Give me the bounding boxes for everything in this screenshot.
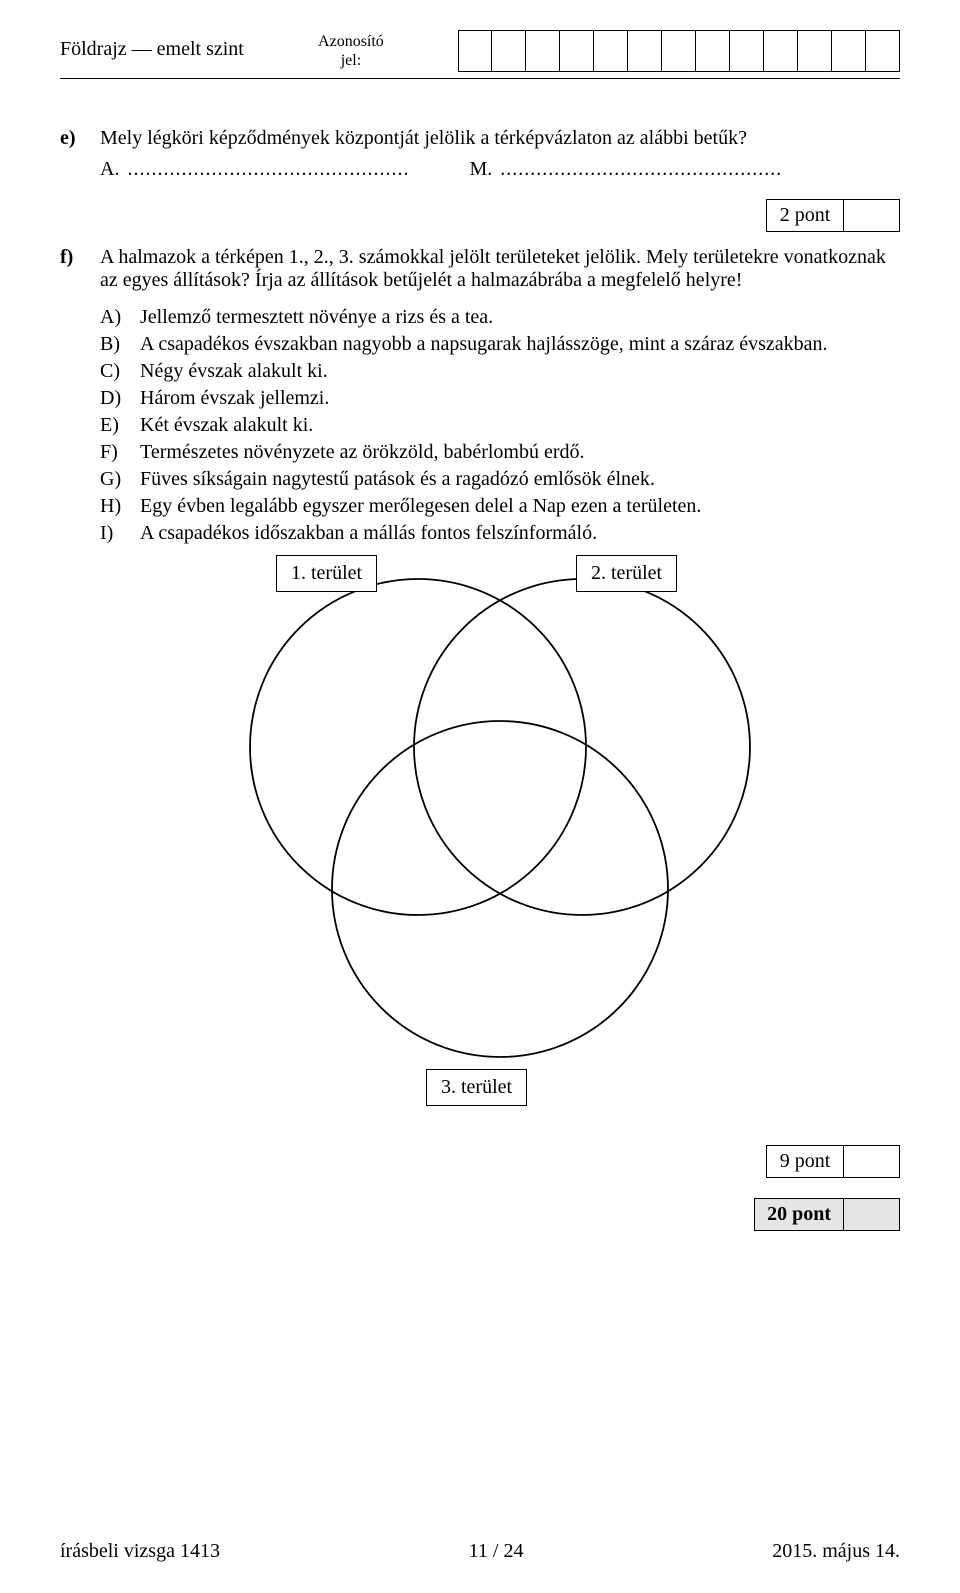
points-f-total-value[interactable]: [844, 1198, 900, 1231]
statement-row: C) Négy évszak alakult ki.: [100, 360, 900, 383]
id-cell[interactable]: [458, 30, 492, 72]
header-rule: [60, 78, 900, 79]
venn-diagram[interactable]: 1. terület 2. terület 3. terület: [220, 559, 780, 1119]
points-e-value[interactable]: [844, 199, 900, 232]
statement-row: A) Jellemző termesztett növénye a rizs és…: [100, 306, 900, 329]
points-box-f-total: 20 pont: [754, 1198, 900, 1231]
blank-m-letter: M.: [469, 158, 492, 181]
statement-letter: F): [100, 441, 134, 464]
points-f-sub-label: 9 pont: [766, 1145, 844, 1178]
venn-label-3: 3. terület: [426, 1069, 527, 1106]
blank-m-dots: ........................................…: [500, 158, 782, 181]
statement-letter: I): [100, 522, 134, 545]
footer-left: írásbeli vizsga 1413: [60, 1540, 220, 1563]
statement-row: E) Két évszak alakult ki.: [100, 414, 900, 437]
id-cell[interactable]: [594, 30, 628, 72]
statement-text: Természetes növényzete az örökzöld, babé…: [140, 441, 585, 464]
points-f-sub-value[interactable]: [844, 1145, 900, 1178]
id-cell[interactable]: [696, 30, 730, 72]
blank-a-letter: A.: [100, 158, 119, 181]
id-cell[interactable]: [832, 30, 866, 72]
statement-row: I) A csapadékos időszakban a mállás fonto…: [100, 522, 900, 545]
id-label-line1: Azonosító: [306, 32, 396, 51]
points-f-total-label: 20 pont: [754, 1198, 844, 1231]
statement-letter: A): [100, 306, 134, 329]
page: Földrajz — emelt szint Azonosító jel: e)…: [0, 0, 960, 1593]
id-cell[interactable]: [662, 30, 696, 72]
question-e: e) Mely légköri képződmények központját …: [60, 127, 900, 181]
question-e-prompt: Mely légköri képződmények központját jel…: [100, 127, 900, 150]
statement-text: Füves síkságain nagytestű patások és a r…: [140, 468, 655, 491]
statement-letter: D): [100, 387, 134, 410]
statement-row: F) Természetes növényzete az örökzöld, ba…: [100, 441, 900, 464]
statement-letter: G): [100, 468, 134, 491]
content: e) Mely légköri képződmények központját …: [60, 127, 900, 1231]
statement-text: Egy évben legalább egyszer merőlegesen d…: [140, 495, 701, 518]
points-column-f: 9 pont 20 pont: [100, 1145, 900, 1231]
statement-text: A csapadékos időszakban a mállás fontos …: [140, 522, 597, 545]
statement-letter: H): [100, 495, 134, 518]
venn-label-2: 2. terület: [576, 555, 677, 592]
statement-row: D) Három évszak jellemzi.: [100, 387, 900, 410]
blank-a[interactable]: A. .....................................…: [100, 158, 409, 181]
page-footer: írásbeli vizsga 1413 11 / 24 2015. május…: [60, 1540, 900, 1563]
statement-text: Két évszak alakult ki.: [140, 414, 313, 437]
statement-text: A csapadékos évszakban nagyobb a napsuga…: [140, 333, 828, 356]
id-cells[interactable]: [458, 30, 900, 72]
statement-letter: B): [100, 333, 134, 356]
statement-letter: E): [100, 414, 134, 437]
statement-letter: C): [100, 360, 134, 383]
statement-text: Három évszak jellemzi.: [140, 387, 329, 410]
id-cell[interactable]: [798, 30, 832, 72]
id-cell[interactable]: [730, 30, 764, 72]
venn-circle-2: [414, 579, 750, 915]
id-label: Azonosító jel:: [306, 30, 396, 70]
blank-a-dots: ........................................…: [127, 158, 409, 181]
question-e-blanks: A. .....................................…: [100, 158, 900, 181]
points-box-e: 2 pont: [766, 199, 900, 232]
id-label-line2: jel:: [306, 51, 396, 70]
points-row-e: 2 pont: [60, 199, 900, 232]
id-cell[interactable]: [866, 30, 900, 72]
question-f-marker: f): [60, 246, 88, 1231]
statement-row: H) Egy évben legalább egyszer merőlegesen…: [100, 495, 900, 518]
question-f-body: A halmazok a térképen 1., 2., 3. számokk…: [100, 246, 900, 1231]
footer-right: 2015. május 14.: [772, 1540, 900, 1563]
question-e-marker: e): [60, 127, 88, 181]
question-e-body: Mely légköri képződmények központját jel…: [100, 127, 900, 181]
id-cell[interactable]: [628, 30, 662, 72]
statement-row: B) A csapadékos évszakban nagyobb a napsu…: [100, 333, 900, 356]
points-e-label: 2 pont: [766, 199, 844, 232]
id-cell[interactable]: [764, 30, 798, 72]
venn-svg: [220, 559, 780, 1119]
venn-circle-1: [250, 579, 586, 915]
subject-title: Földrajz — emelt szint: [60, 30, 244, 61]
statements-list: A) Jellemző termesztett növénye a rizs és…: [100, 306, 900, 545]
question-f: f) A halmazok a térképen 1., 2., 3. szám…: [60, 246, 900, 1231]
footer-center: 11 / 24: [469, 1540, 524, 1563]
venn-label-1: 1. terület: [276, 555, 377, 592]
statement-text: Négy évszak alakult ki.: [140, 360, 328, 383]
venn-circle-3: [332, 721, 668, 1057]
points-box-f-sub: 9 pont: [766, 1145, 900, 1178]
blank-m[interactable]: M. .....................................…: [469, 158, 782, 181]
statement-row: G) Füves síkságain nagytestű patások és a…: [100, 468, 900, 491]
id-cell[interactable]: [526, 30, 560, 72]
page-header: Földrajz — emelt szint Azonosító jel:: [60, 30, 900, 72]
id-cell[interactable]: [560, 30, 594, 72]
question-f-intro: A halmazok a térképen 1., 2., 3. számokk…: [100, 246, 900, 292]
statement-text: Jellemző termesztett növénye a rizs és a…: [140, 306, 493, 329]
id-cell[interactable]: [492, 30, 526, 72]
